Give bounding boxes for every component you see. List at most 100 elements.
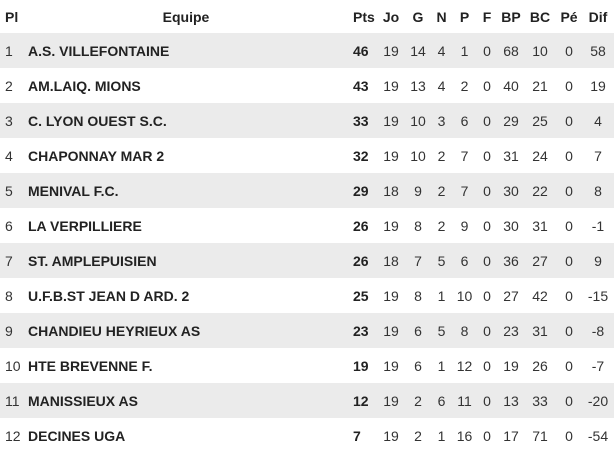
cell-pl: 6: [5, 217, 13, 234]
cell-bc: 27: [524, 243, 556, 278]
cell-p: 9: [460, 217, 469, 234]
cell-n: 2: [430, 173, 453, 208]
cell-bc: 24: [532, 147, 548, 164]
cell-f: 0: [483, 357, 491, 374]
cell-f: 0: [483, 287, 491, 304]
cell-p: 6: [453, 103, 476, 138]
cell-bp: 31: [503, 147, 519, 164]
cell-g: 6: [406, 313, 430, 348]
column-header-n: N: [436, 8, 447, 25]
cell-pts: 7: [353, 427, 361, 444]
cell-bp: 13: [498, 383, 524, 418]
cell-pts: 32: [353, 147, 369, 164]
column-header-pl: Pl: [5, 8, 19, 25]
cell-team: LA VERPILLIERE: [28, 217, 142, 234]
table-row: 2 AM.LAIQ. MIONS 43 19 13 4 2 0 40 21 0 19: [0, 68, 614, 103]
cell-pts: 26: [353, 217, 369, 234]
table-row: 8 U.F.B.ST JEAN D ARD. 2 25 19 8 1 10 0 27 42 0 -15: [0, 278, 614, 313]
cell-team: C. LYON OUEST S.C.: [28, 103, 344, 138]
cell-jo: 18: [376, 173, 406, 208]
cell-bp: 29: [498, 103, 524, 138]
cell-p: 7: [453, 173, 476, 208]
cell-pts: 29: [344, 173, 376, 208]
cell-pts: 43: [353, 77, 369, 94]
cell-dif: 58: [582, 33, 614, 68]
cell-n: 1: [437, 357, 446, 374]
cell-bc: 10: [524, 33, 556, 68]
cell-bc: 31: [532, 217, 548, 234]
cell-bc: 31: [524, 313, 556, 348]
cell-bp: 30: [503, 217, 519, 234]
cell-pe: 0: [556, 103, 582, 138]
cell-p: 16: [456, 427, 473, 444]
cell-g: 2: [414, 427, 422, 444]
table-row: 11 MANISSIEUX AS 12 19 2 6 11 0 13 33 0 -20: [0, 383, 614, 418]
table-row: 7 ST. AMPLEPUISIEN 26 18 7 5 6 0 36 27 0 9: [0, 243, 614, 278]
cell-f: 0: [476, 33, 498, 68]
table-row: 10 HTE BREVENNE F. 19 19 6 1 12 0 19 26 0 -7: [0, 348, 614, 383]
cell-p: 8: [453, 313, 476, 348]
cell-pts: 12: [344, 383, 376, 418]
cell-team: CHAPONNAY MAR 2: [28, 147, 165, 164]
cell-dif: 9: [582, 243, 614, 278]
column-header-bp: BP: [501, 8, 521, 25]
column-header-g: G: [412, 8, 424, 25]
cell-dif: 8: [582, 173, 614, 208]
cell-dif: 7: [594, 147, 602, 164]
cell-jo: 19: [376, 313, 406, 348]
column-header-p: P: [459, 8, 470, 25]
cell-team: U.F.B.ST JEAN D ARD. 2: [28, 287, 190, 304]
cell-bc: 71: [532, 427, 548, 444]
cell-n: 4: [430, 33, 453, 68]
cell-pl: 1: [0, 33, 28, 68]
cell-pts: 26: [344, 243, 376, 278]
cell-pe: 0: [556, 33, 582, 68]
cell-bp: 23: [498, 313, 524, 348]
column-header-pts: Pts: [353, 8, 375, 25]
table-row: 12 DECINES UGA 7 19 2 1 16 0 17 71 0 -54: [0, 418, 614, 453]
cell-pts: 25: [353, 287, 369, 304]
cell-pl: 12: [5, 427, 21, 444]
cell-pl: 5: [0, 173, 28, 208]
cell-jo: 19: [383, 427, 399, 444]
cell-team: DECINES UGA: [28, 427, 126, 444]
cell-dif: -15: [587, 287, 609, 304]
cell-pe: 0: [565, 357, 573, 374]
table-row: 6 LA VERPILLIERE 26 19 8 2 9 0 30 31 0 -1: [0, 208, 614, 243]
cell-team: AM.LAIQ. MIONS: [28, 77, 141, 94]
table-row: 4 CHAPONNAY MAR 2 32 19 10 2 7 0 31 24 0 7: [0, 138, 614, 173]
cell-n: 5: [430, 313, 453, 348]
cell-p: 2: [460, 77, 469, 94]
cell-n: 2: [437, 147, 446, 164]
cell-n: 1: [437, 427, 446, 444]
cell-n: 1: [437, 287, 446, 304]
cell-jo: 19: [383, 77, 399, 94]
cell-f: 0: [476, 383, 498, 418]
cell-f: 0: [483, 147, 491, 164]
cell-jo: 19: [383, 357, 399, 374]
cell-team: CHANDIEU HEYRIEUX AS: [28, 313, 344, 348]
cell-team: HTE BREVENNE F.: [28, 357, 153, 374]
cell-g: 10: [410, 147, 426, 164]
cell-g: 9: [406, 173, 430, 208]
cell-g: 8: [414, 287, 422, 304]
cell-n: 2: [437, 217, 446, 234]
cell-bp: 30: [498, 173, 524, 208]
cell-f: 0: [476, 243, 498, 278]
cell-bc: 25: [524, 103, 556, 138]
cell-team: A.S. VILLEFONTAINE: [28, 33, 344, 68]
cell-bc: 22: [524, 173, 556, 208]
cell-team: ST. AMPLEPUISIEN: [28, 243, 344, 278]
cell-n: 3: [430, 103, 453, 138]
cell-p: 11: [453, 383, 476, 418]
cell-dif: 19: [590, 77, 606, 94]
column-header-dif: Dif: [588, 8, 608, 25]
cell-g: 14: [406, 33, 430, 68]
cell-f: 0: [476, 173, 498, 208]
cell-g: 6: [414, 357, 422, 374]
cell-g: 2: [406, 383, 430, 418]
cell-pl: 8: [5, 287, 13, 304]
table-row: 9 CHANDIEU HEYRIEUX AS 23 19 6 5 8 0 23 31 0 -8: [0, 313, 614, 348]
cell-f: 0: [483, 77, 491, 94]
